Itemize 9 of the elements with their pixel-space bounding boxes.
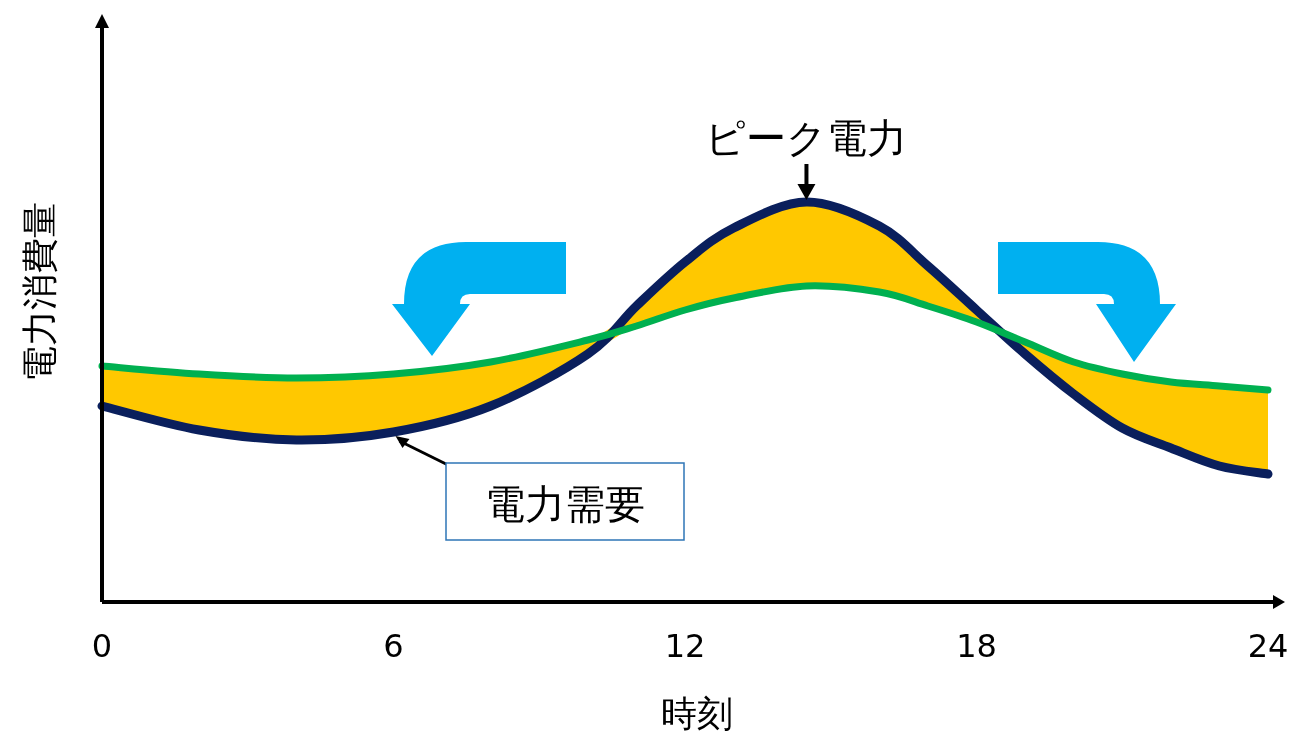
x-tick-label: 24 (1247, 627, 1289, 665)
x-tick-label: 6 (383, 627, 404, 665)
x-tick-label: 12 (664, 627, 706, 665)
x-tick-label: 0 (91, 627, 113, 665)
series-label: 電力需要 (485, 481, 645, 527)
y-axis-title: 電力消費量 (19, 202, 60, 382)
x-tick-label: 18 (956, 627, 997, 665)
annotation: ピーク電力 (705, 115, 908, 161)
x-axis-title: 時刻 (661, 693, 733, 734)
